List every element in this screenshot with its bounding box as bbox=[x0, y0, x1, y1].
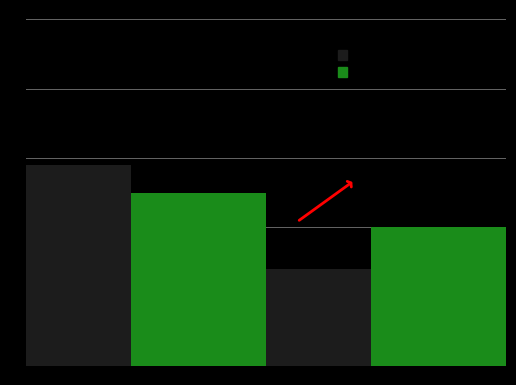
Bar bbox=[0, 165, 132, 366]
Bar bbox=[132, 192, 266, 366]
Bar bbox=[372, 227, 506, 366]
Bar bbox=[237, 269, 372, 366]
